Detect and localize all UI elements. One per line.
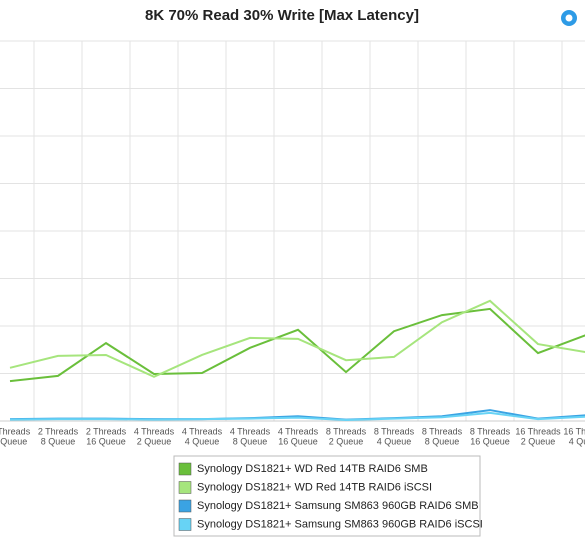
menu-icon-dot xyxy=(565,14,573,22)
x-tick-label: 16 Queue xyxy=(86,436,126,446)
legend-swatch xyxy=(178,518,192,531)
x-tick-label: 16 Threads xyxy=(563,426,585,436)
x-tick-label: 2 Threads xyxy=(38,426,79,436)
x-tick-label: 4 Threads xyxy=(134,426,175,436)
x-tick-label: 4 Threads xyxy=(230,426,271,436)
x-tick-label: 4 Queue xyxy=(377,436,412,446)
x-tick-label: 16 Threads xyxy=(515,426,561,436)
legend-label: Synology DS1821+ WD Red 14TB RAID6 SMB xyxy=(197,463,428,475)
x-tick-label: 4 Queue xyxy=(569,436,585,446)
chart-title: 8K 70% Read 30% Write [Max Latency] xyxy=(145,7,419,24)
x-tick-label: 8 Threads xyxy=(326,426,367,436)
legend-box xyxy=(173,455,481,537)
x-tick-label: 16 Queue xyxy=(470,436,510,446)
legend-swatch xyxy=(178,462,192,476)
x-tick-label: 4 Queue xyxy=(0,436,27,446)
legend-swatch xyxy=(178,481,192,494)
x-tick-label: 8 Queue xyxy=(41,436,76,446)
x-tick-label: 8 Threads xyxy=(422,426,463,436)
x-tick-label: 2 Queue xyxy=(521,436,556,446)
x-tick-label: 8 Threads xyxy=(374,426,415,436)
x-tick-label: 2 Threads xyxy=(0,426,31,436)
x-tick-label: 8 Queue xyxy=(233,436,268,446)
x-tick-label: 2 Threads xyxy=(86,426,127,436)
x-tick-label: 16 Queue xyxy=(278,436,318,446)
series-line xyxy=(9,299,585,378)
x-tick-label: 4 Queue xyxy=(185,436,220,446)
x-tick-label: 8 Threads xyxy=(470,426,511,436)
legend-label: Synology DS1821+ Samsung SM863 960GB RAI… xyxy=(197,518,483,530)
legend-label: Synology DS1821+ WD Red 14TB RAID6 iSCSI xyxy=(197,481,432,493)
x-tick-label: 2 Queue xyxy=(137,436,172,446)
series-line xyxy=(9,307,585,383)
x-tick-label: 8 Queue xyxy=(425,436,460,446)
x-tick-label: 4 Threads xyxy=(278,426,319,436)
x-tick-label: 4 Threads xyxy=(182,426,223,436)
legend-label: Synology DS1821+ Samsung SM863 960GB RAI… xyxy=(197,500,479,512)
series-line xyxy=(9,411,585,422)
x-tick-label: 2 Queue xyxy=(329,436,364,446)
legend-swatch xyxy=(178,499,192,513)
